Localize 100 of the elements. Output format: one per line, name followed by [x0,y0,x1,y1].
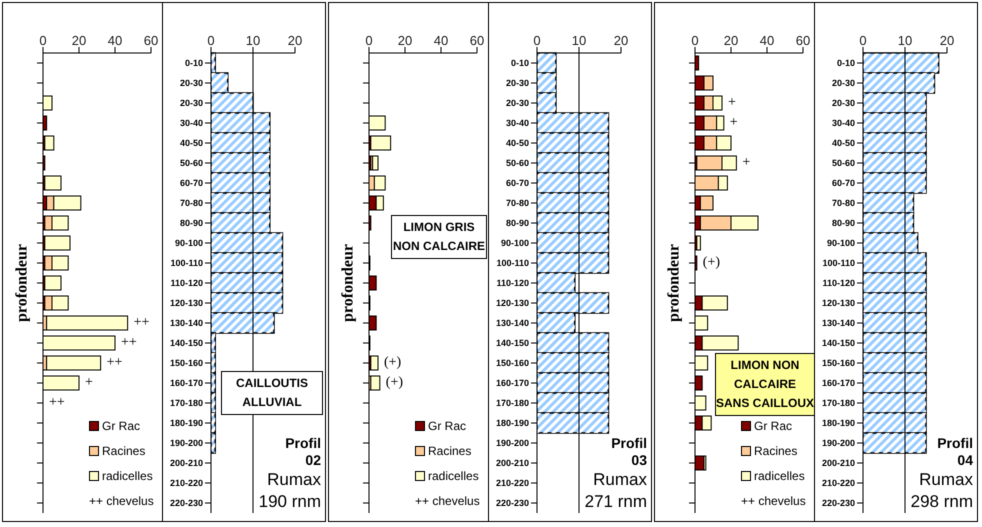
y-tick-label: 60-70 [832,178,855,188]
y-tick-label: 70-80 [180,198,203,208]
y-tick-label: 200-210 [170,458,203,468]
data-label: (+) [702,254,720,272]
x-tick-label: 40 [760,33,774,48]
y-tick-label: 110-120 [496,278,529,288]
x-tick-label: 20 [288,33,302,48]
x-tick-label: 0 [207,33,215,48]
y-tick-label: 140-150 [496,338,529,348]
x-tick-label: 10 [898,33,912,48]
text: Profil 03 [610,435,647,469]
x-tick-label: 40 [434,33,448,48]
y-tick-label: 170-180 [496,398,529,408]
y-tick-label: 80-90 [832,218,855,228]
text: Rumax 298 rnm [910,469,973,513]
y-tick-label: 100-110 [170,258,203,268]
y-tick-label: 130-140 [822,318,855,328]
y-tick-label: 50-60 [180,158,203,168]
data-label: ++ [49,394,65,412]
y-tick-label: 30-40 [506,118,529,128]
text: Profil 02 [284,435,321,469]
x-tick-label: 10 [246,33,260,48]
text: Rumax 190 rnm [258,469,321,513]
x-tick-label: 0 [691,33,699,48]
y-tick-label: 20-30 [180,78,203,88]
legend-label: radicelles [428,468,479,482]
y-tick-label: 90-100 [826,238,855,248]
data-label: ++ [106,354,122,372]
x-tick-label: 0 [859,33,867,48]
y-axis-title: profondeur [666,244,683,322]
legend-label: Gr Rac [102,418,140,432]
y-tick-label: 20-30 [832,78,855,88]
x-tick-label: 20 [940,33,954,48]
y-tick-label: 70-80 [832,198,855,208]
y-tick-label: 170-180 [170,398,203,408]
legend-label: Racines [102,444,146,458]
y-tick-label: 180-190 [496,418,529,428]
y-tick-label: 200-210 [496,458,529,468]
y-tick-label: 20-30 [832,98,855,108]
y-tick-label: 220-230 [496,498,529,508]
y-tick-label: 0-10 [510,58,529,68]
x-tick-label: 0 [533,33,541,48]
y-tick-label: 120-130 [822,298,855,308]
y-tick-label: 220-230 [822,498,855,508]
y-tick-label: 180-190 [822,418,855,428]
y-tick-label: 210-220 [496,478,529,488]
y-tick-label: 120-130 [496,298,529,308]
y-tick-label: 30-40 [180,118,203,128]
y-tick-label: 210-220 [822,478,855,488]
y-tick-label: 70-80 [506,198,529,208]
data-label: + [85,374,93,392]
y-tick-label: 150-160 [170,358,203,368]
data-label: (+) [386,374,404,392]
y-tick-label: 130-140 [170,318,203,328]
y-tick-label: 130-140 [496,318,529,328]
y-tick-label: 40-50 [180,138,203,148]
y-tick-label: 150-160 [822,358,855,368]
y-tick-label: 30-40 [832,118,855,128]
y-axis-title: profondeur [340,244,357,322]
x-tick-label: 40 [108,33,122,48]
x-tick-label: 20 [614,33,628,48]
y-axis-title: profondeur [14,244,31,322]
y-tick-label: 180-190 [170,418,203,428]
x-tick-label: 60 [796,33,810,48]
data-label: + [730,114,738,132]
annotation: LIMON NON CALCAIRE SANS CAILLOUX [715,353,815,416]
legend-label: Gr Rac [428,418,466,432]
text: Profil 04 [936,435,973,469]
data-label: + [728,94,736,112]
y-tick-label: 160-170 [496,378,529,388]
x-tick-label: 0 [39,33,47,48]
y-tick-label: 110-120 [822,278,855,288]
y-tick-label: 40-50 [506,138,529,148]
x-tick-label: 20 [724,33,738,48]
data-label: ++ [134,314,150,332]
text: Rumax 271 rnm [584,469,647,513]
y-tick-label: 50-60 [506,158,529,168]
y-tick-label: 150-160 [496,358,529,368]
legend-label: radicelles [754,468,805,482]
data-label: (+) [384,354,402,372]
y-tick-label: 0-10 [184,58,203,68]
x-tick-label: 20 [72,33,86,48]
annotation: ++ chevelus [89,492,154,510]
y-tick-label: 100-110 [822,258,855,268]
y-tick-label: 90-100 [174,238,203,248]
y-tick-label: 40-50 [832,138,855,148]
y-tick-label: 160-170 [170,378,203,388]
y-tick-label: 60-70 [506,178,529,188]
y-tick-label: 140-150 [170,338,203,348]
y-tick-label: 190-200 [170,438,203,448]
annotation: CAILLOUTIS ALLUVIAL [221,371,323,415]
legend-label: Racines [754,444,798,458]
y-tick-label: 190-200 [822,438,855,448]
legend-label: Racines [428,444,472,458]
y-tick-label: 160-170 [822,378,855,388]
data-label: ++ [121,334,137,352]
annotation: ++ chevelus [415,492,480,510]
y-tick-label: 90-100 [500,238,529,248]
y-tick-label: 100-110 [496,258,529,268]
data-label: + [742,154,750,172]
